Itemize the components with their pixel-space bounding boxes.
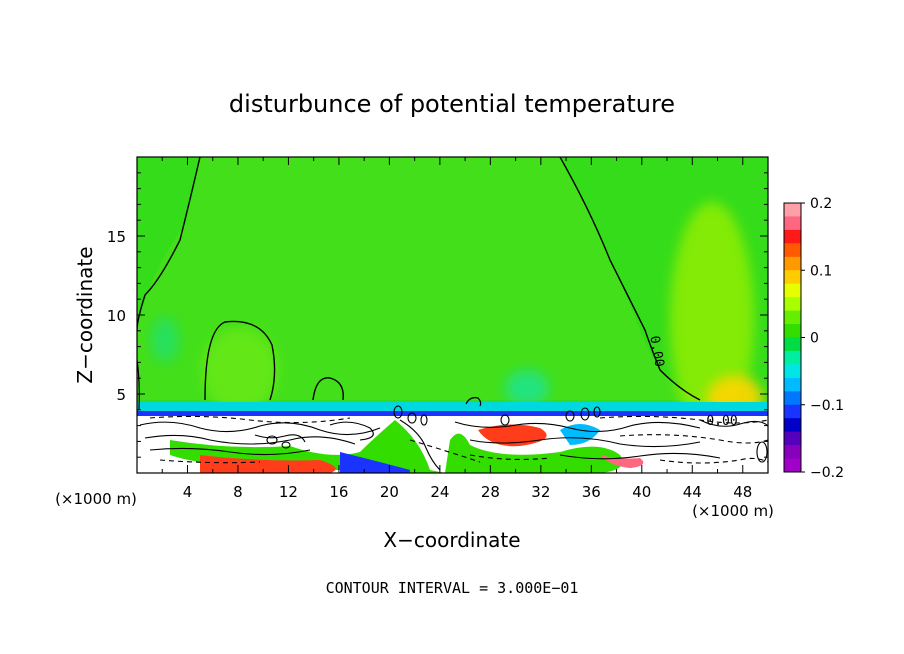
x-unit-right: (×1000 m): [692, 502, 774, 520]
contour-left-bubble: [204, 320, 276, 401]
colorbar-swatch: [784, 431, 801, 446]
colorbar-swatch: [784, 337, 801, 352]
x-tick-label: 40: [632, 483, 651, 501]
y-tick-label: 10: [107, 307, 126, 325]
x-tick-label: 12: [279, 483, 298, 501]
field-region-left-cool: [151, 318, 179, 362]
field-eddy-left-red: [200, 455, 336, 473]
colorbar-swatch: [784, 350, 801, 365]
y-axis-ticks: 5 10 15: [107, 172, 768, 458]
colorbar-swatch: [784, 418, 801, 433]
lower-dashed-contours: [149, 415, 768, 464]
colorbar-swatch: [784, 324, 801, 338]
contour-zero-right: [559, 157, 701, 401]
field-eddy-center-blue: [340, 452, 410, 473]
colorbar-swatch: [784, 216, 801, 231]
x-tick-label: 8: [233, 483, 243, 501]
colorbar-swatch: [784, 458, 801, 473]
colorbar-swatch: [784, 256, 801, 271]
colorbar-labels: 0.2 0.1 0 −0.1 −0.2: [801, 196, 844, 481]
colorbar-tick-label: 0.1: [810, 263, 832, 279]
colorbar-swatch: [784, 391, 801, 406]
x-axis-ticks: 4 8 12 16 20 24 28 32 36 40 44 48: [161, 157, 752, 501]
lower-small-rings: [266, 405, 768, 463]
colorbar-tick-label: 0: [810, 331, 819, 347]
contour-interval-note: CONTOUR INTERVAL = 3.000E−01: [326, 579, 579, 597]
x-unit-left: (×1000 m): [55, 490, 137, 508]
x-tick-label: 20: [380, 483, 399, 501]
colorbar-swatch: [784, 283, 801, 298]
x-tick-label: 44: [683, 483, 702, 501]
field-eddy-center: [340, 420, 623, 473]
chart-title: disturbunce of potential temperature: [229, 90, 675, 118]
contour-small-bubble: [312, 377, 344, 401]
colorbar-swatch: [784, 445, 801, 460]
contour-label-lower: 0.00: [706, 414, 737, 429]
y-tick-label: 15: [107, 228, 126, 246]
colorbar-swatch: [784, 203, 801, 217]
field-eddy-right-cyan: [560, 424, 600, 445]
x-tick-label: 28: [481, 483, 500, 501]
colorbar-swatch: [784, 297, 801, 312]
field-band-blue: [137, 411, 768, 416]
y-tick-label: 5: [116, 386, 126, 404]
colorbar-swatch: [784, 229, 801, 244]
colorbar-swatch: [784, 243, 801, 258]
field-region-center-plume: [137, 157, 700, 400]
colorbar-tick-label: −0.1: [810, 398, 844, 414]
colorbar-swatch: [784, 364, 801, 379]
x-tick-label: 4: [183, 483, 193, 501]
contour-tiny-bump: [465, 397, 482, 407]
colorbar-swatch: [784, 270, 801, 285]
colorbar-swatch: [784, 310, 801, 325]
lower-contour-cluster: [139, 419, 768, 471]
y-axis-label: Z−coordinate: [73, 246, 97, 383]
x-tick-label: 32: [531, 483, 550, 501]
field-eddy-center-red: [478, 424, 547, 447]
colorbar-swatch: [784, 404, 801, 419]
plot-area: 0.00 0.00: [137, 157, 768, 473]
x-axis-label: X−coordinate: [383, 528, 520, 552]
x-tick-label: 48: [733, 483, 752, 501]
colorbar: [784, 203, 801, 473]
colorbar-tick-label: 0.2: [810, 196, 832, 212]
colorbar-tick-label: −0.2: [810, 465, 844, 481]
contour-zero-left: [137, 157, 201, 331]
x-tick-label: 16: [329, 483, 348, 501]
x-tick-label: 24: [430, 483, 449, 501]
contour-label-upper: 0.00: [646, 335, 666, 368]
field-region-left-blob: [202, 328, 278, 412]
x-tick-label: 36: [582, 483, 601, 501]
colorbar-swatch: [784, 377, 801, 392]
field-region-mid-blob: [505, 370, 549, 406]
